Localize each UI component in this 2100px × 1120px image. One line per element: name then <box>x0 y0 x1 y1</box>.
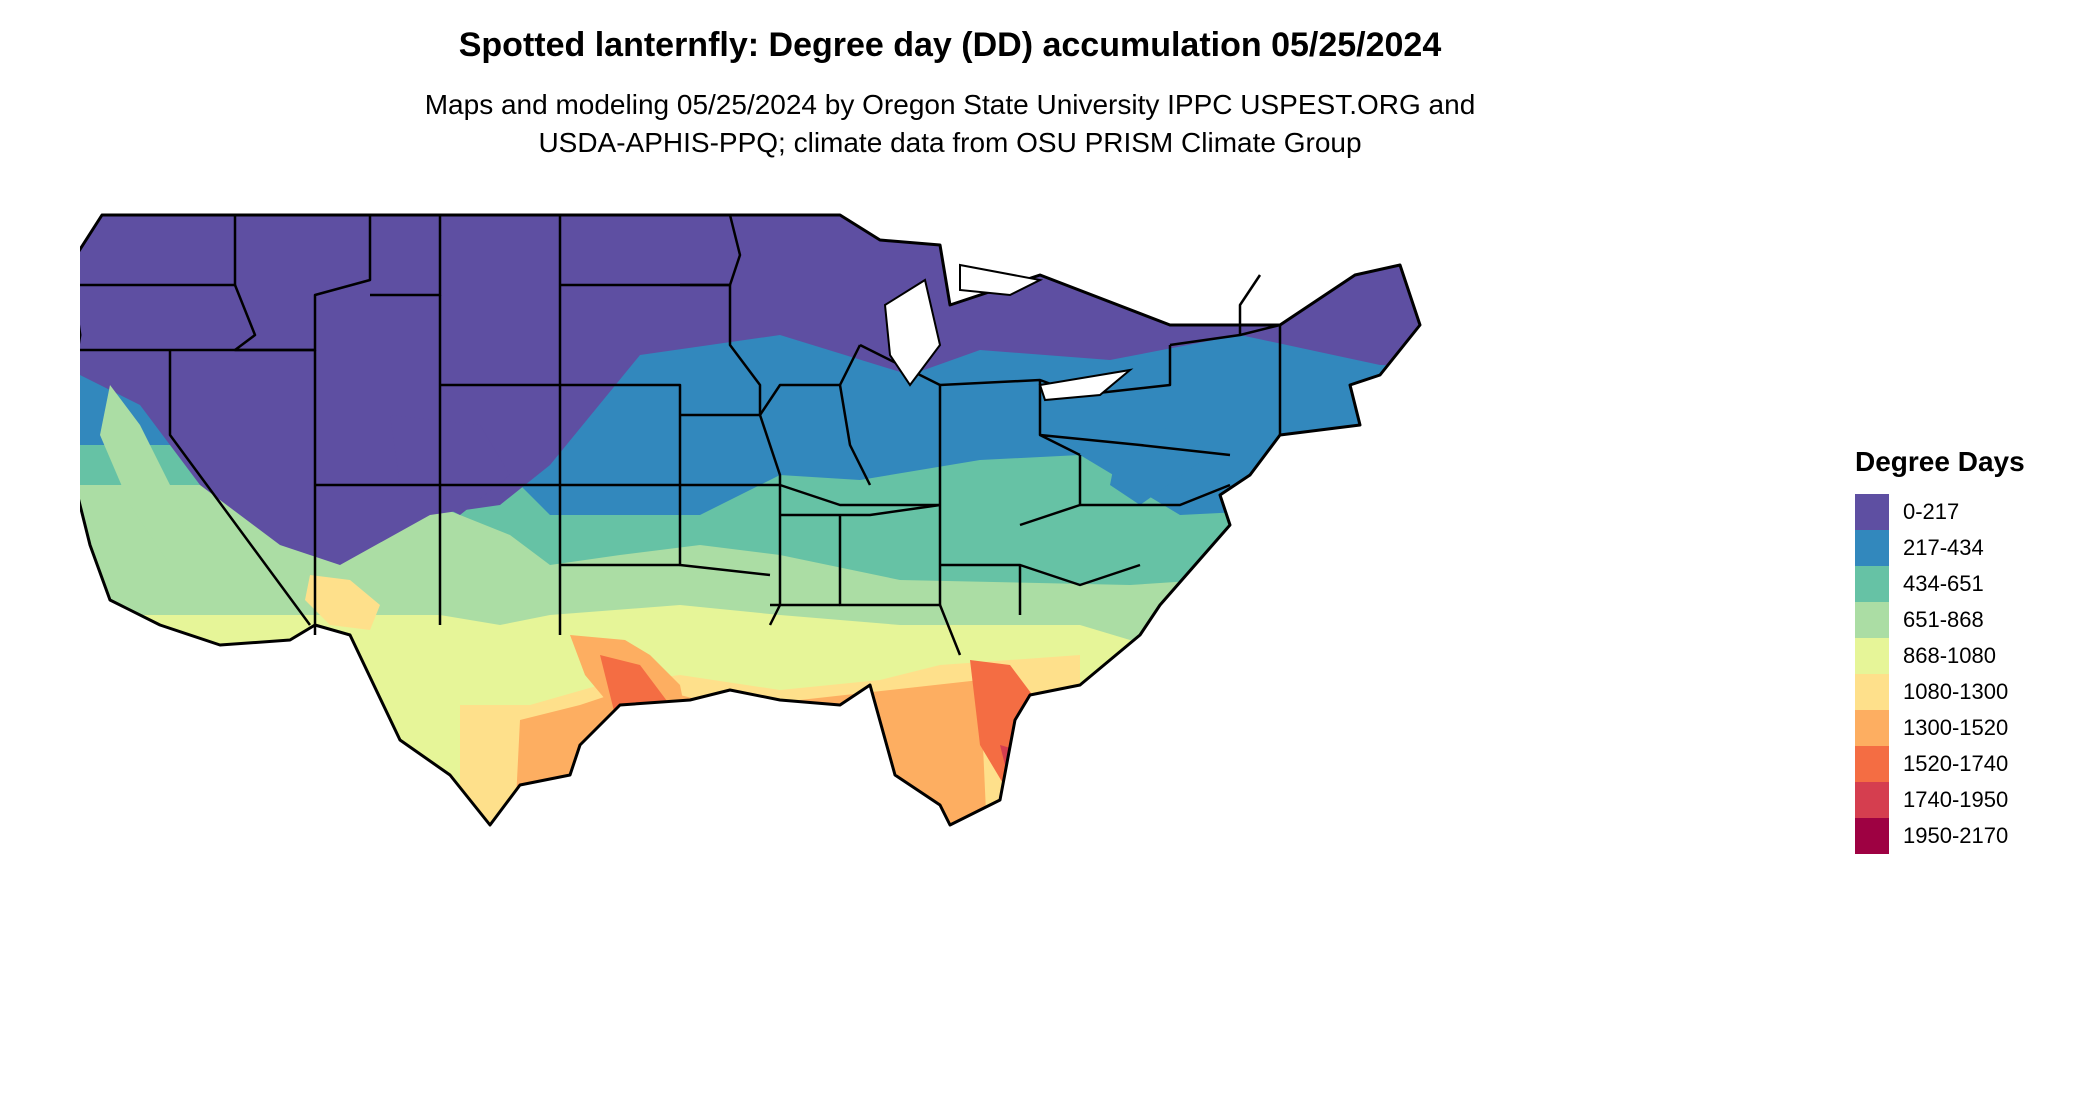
legend-item: 1300-1520 <box>1855 710 2025 746</box>
color-bands <box>80 215 1420 825</box>
legend-item: 1950-2170 <box>1855 818 2025 854</box>
legend-item: 1520-1740 <box>1855 746 2025 782</box>
subtitle-line-2: USDA-APHIS-PPQ; climate data from OSU PR… <box>538 127 1362 158</box>
legend-item: 0-217 <box>1855 494 2025 530</box>
legend-label: 651-868 <box>1903 607 1984 632</box>
cool-rockies <box>390 415 510 515</box>
legend-item: 217-434 <box>1855 530 2025 566</box>
hot-arizona <box>305 575 380 630</box>
legend-swatch <box>1855 674 1889 710</box>
legend: Degree Days 0-217 217-434 434-651 651-868 86… <box>1855 446 2025 854</box>
legend-item: 1080-1300 <box>1855 674 2025 710</box>
legend-label: 1520-1740 <box>1903 751 2009 776</box>
legend-label: 1950-2170 <box>1903 823 2009 848</box>
legend-label: 434-651 <box>1903 571 1984 596</box>
map-title: Spotted lanternfly: Degree day (DD) accu… <box>458 26 1442 64</box>
subtitle-line-1: Maps and modeling 05/25/2024 by Oregon S… <box>424 89 1476 120</box>
legend-swatch <box>1855 746 1889 782</box>
legend-label: 217-434 <box>1903 535 1984 560</box>
legend-item: 1740-1950 <box>1855 782 2025 818</box>
legend-swatch <box>1855 530 1889 566</box>
legend-swatch <box>1855 566 1889 602</box>
legend-items: 0-217 217-434 434-651 651-868 868-1080 1080-1… <box>1855 494 2025 854</box>
legend-swatch <box>1855 494 1889 530</box>
legend-label: 868-1080 <box>1903 643 1996 668</box>
legend-label: 1740-1950 <box>1903 787 2009 812</box>
legend-swatch <box>1855 710 1889 746</box>
degree-day-map <box>80 213 1422 827</box>
map-subtitle: Maps and modeling 05/25/2024 by Oregon S… <box>0 86 1900 162</box>
legend-title: Degree Days <box>1855 446 2025 477</box>
cool-california <box>100 385 200 565</box>
legend-swatch <box>1855 782 1889 818</box>
state-boundaries <box>80 214 1282 656</box>
legend-item: 434-651 <box>1855 566 2025 602</box>
great-lakes <box>883 263 1134 402</box>
legend-label: 1300-1520 <box>1903 715 2009 740</box>
legend-item: 868-1080 <box>1855 638 2025 674</box>
legend-swatch <box>1855 602 1889 638</box>
legend-label: 1080-1300 <box>1903 679 2009 704</box>
us-outline <box>80 213 1422 827</box>
legend-label: 0-217 <box>1903 499 1960 524</box>
legend-swatch <box>1855 818 1889 854</box>
legend-swatch <box>1855 638 1889 674</box>
legend-item: 651-868 <box>1855 602 2025 638</box>
